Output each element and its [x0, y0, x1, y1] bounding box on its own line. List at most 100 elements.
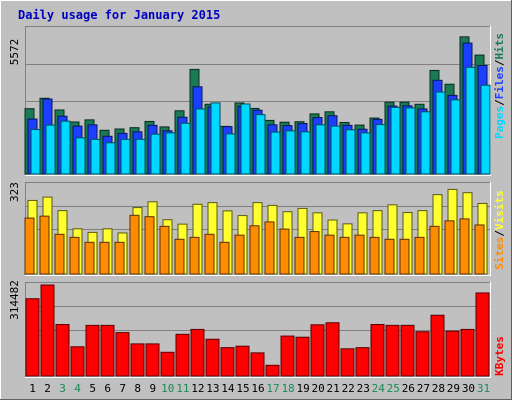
bar-pages — [150, 133, 161, 175]
bar-pages — [255, 114, 266, 175]
bar-sites — [234, 234, 245, 275]
bar-pages — [465, 66, 476, 175]
y-max-labels: 5572 323 314482 — [8, 39, 21, 320]
y-max-label-visits: 323 — [8, 182, 21, 202]
legend-entry: KBytes — [493, 336, 506, 376]
bar-pages — [300, 131, 311, 175]
bar-sites — [339, 236, 350, 275]
bar-kbytes — [130, 343, 145, 377]
legend-entry: / — [493, 99, 506, 106]
bar-pages — [195, 108, 206, 175]
bar-pages — [480, 84, 491, 175]
legend-hits-files-pages: Pages/Files/Hits — [493, 33, 506, 139]
bar-kbytes — [310, 324, 325, 377]
bar-kbytes — [340, 348, 355, 377]
chart-title: Daily usage for January 2015 — [18, 8, 220, 22]
bar-kbytes — [265, 364, 280, 377]
day-label: 31 — [477, 382, 490, 395]
bar-sites — [114, 241, 125, 275]
day-label: 2 — [44, 382, 51, 395]
bar-kbytes — [175, 333, 190, 377]
bar-kbytes — [70, 346, 85, 377]
bar-kbytes — [100, 324, 115, 377]
bar-sites — [294, 236, 305, 275]
bar-kbytes — [160, 351, 175, 377]
bar-sites — [444, 220, 455, 275]
day-label: 1 — [29, 382, 36, 395]
bar-pages — [75, 137, 86, 175]
bar-sites — [159, 225, 170, 275]
day-label: 27 — [417, 382, 430, 395]
day-label: 21 — [327, 382, 340, 395]
day-label: 30 — [462, 382, 475, 395]
day-label: 9 — [149, 382, 156, 395]
bar-sites — [429, 225, 440, 275]
bar-pages — [120, 138, 131, 175]
bar-kbytes — [235, 345, 250, 377]
bar-sites — [54, 233, 65, 275]
bar-kbytes — [460, 328, 475, 377]
bar-pages — [435, 91, 446, 175]
day-label: 14 — [221, 382, 235, 395]
bar-kbytes — [325, 322, 340, 377]
bar-sites — [189, 236, 200, 275]
bar-sites — [324, 234, 335, 275]
bar-pages — [225, 133, 236, 175]
bar-sites — [219, 241, 230, 275]
bar-kbytes — [250, 352, 265, 377]
day-label: 10 — [161, 382, 174, 395]
day-label: 12 — [191, 382, 204, 395]
bar-sites — [129, 214, 140, 275]
legend-entry: / — [493, 59, 506, 66]
bar-sites — [144, 216, 155, 275]
bar-kbytes — [25, 298, 40, 377]
bar-sites — [459, 218, 470, 275]
bar-sites — [414, 236, 425, 275]
legend-entry: Visits — [493, 190, 506, 230]
bar-sites — [309, 231, 320, 275]
bar-kbytes — [205, 338, 220, 377]
bar-sites — [279, 228, 290, 275]
day-label: 19 — [296, 382, 309, 395]
bar-pages — [330, 125, 341, 175]
bar-sites — [24, 217, 35, 275]
bar-pages — [390, 106, 401, 175]
bar-kbytes — [475, 292, 490, 377]
day-label: 6 — [104, 382, 111, 395]
day-label: 13 — [206, 382, 219, 395]
bar-pages — [315, 124, 326, 175]
day-label: 26 — [402, 382, 415, 395]
day-label: 18 — [281, 382, 294, 395]
bar-kbytes — [85, 324, 100, 377]
bar-pages — [405, 107, 416, 175]
day-label: 8 — [134, 382, 141, 395]
bar-pages — [180, 122, 191, 175]
y-max-label-kbytes: 314482 — [8, 280, 21, 320]
day-label: 4 — [74, 382, 81, 395]
bar-kbytes — [115, 332, 130, 377]
bar-kbytes — [295, 336, 310, 377]
day-label: 16 — [251, 382, 264, 395]
bar-kbytes — [415, 331, 430, 377]
bar-sites — [39, 215, 50, 275]
bar-sites — [369, 236, 380, 275]
bar-pages — [105, 142, 116, 175]
bar-pages — [240, 103, 251, 175]
bar-sites — [69, 236, 80, 275]
day-label: 11 — [176, 382, 189, 395]
bar-pages — [270, 131, 281, 175]
bar-pages — [420, 111, 431, 175]
day-label: 20 — [312, 382, 325, 395]
day-label: 15 — [236, 382, 249, 395]
bar-sites — [354, 234, 365, 275]
bar-kbytes — [220, 347, 235, 377]
legends: Pages/Files/Hits Sites / Visits KBytes — [493, 33, 506, 376]
day-label: 17 — [266, 382, 279, 395]
bar-kbytes — [355, 347, 370, 377]
day-label: 22 — [342, 382, 355, 395]
legend-kbytes: KBytes — [493, 336, 506, 376]
legend-entry: Sites — [493, 237, 506, 270]
day-labels: 1 2 3 4 5 6 7 8 9 10 11 12 13 14 15 16 17 18 19 20 21 22 23 24 2… — [29, 382, 490, 395]
bar-sites — [84, 241, 95, 275]
bar-pages — [375, 124, 386, 175]
